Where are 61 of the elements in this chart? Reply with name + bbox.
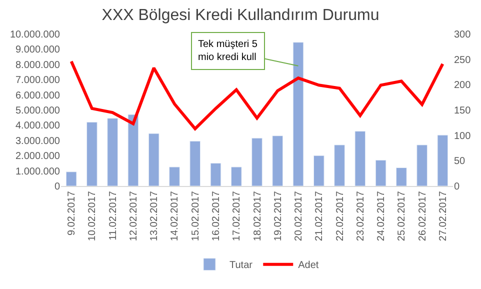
y-tick-label: 7.000.000 bbox=[16, 75, 60, 86]
bar bbox=[230, 166, 242, 186]
x-tick-label: 23.02.2017 bbox=[355, 190, 366, 242]
y-tick-label: 0 bbox=[54, 182, 60, 192]
x-tick-label: 22.02.2017 bbox=[334, 190, 346, 242]
bar bbox=[169, 166, 180, 186]
bar bbox=[292, 42, 304, 186]
y-tick-label: 2.000.000 bbox=[16, 151, 60, 162]
y-tick-label: 1.000.000 bbox=[16, 166, 60, 178]
bar bbox=[437, 134, 448, 186]
y2-tick-label: 0 bbox=[454, 182, 460, 192]
y2-tick-label: 50 bbox=[454, 156, 466, 168]
legend-label: Tutar bbox=[230, 260, 254, 272]
y-tick-label: 3.000.000 bbox=[16, 136, 60, 147]
y2-tick-label: 250 bbox=[454, 54, 472, 66]
x-tick-label: 13.02.2017 bbox=[149, 190, 160, 242]
x-tick-label: 15.02.2017 bbox=[190, 190, 202, 242]
x-tick-label: 21.02.2017 bbox=[314, 190, 326, 242]
y2-tick-label: 300 bbox=[454, 30, 472, 40]
y-tick-label: 8.000.000 bbox=[16, 60, 60, 71]
bar bbox=[272, 136, 284, 186]
x-tick-label: 9.02.2017 bbox=[66, 190, 78, 236]
bar bbox=[148, 133, 160, 186]
bar bbox=[66, 172, 77, 186]
bar bbox=[313, 155, 324, 186]
bar bbox=[416, 144, 428, 186]
x-tick-label: 20.02.2017 bbox=[294, 190, 305, 242]
bar bbox=[86, 122, 98, 186]
y2-tick-label: 200 bbox=[454, 80, 472, 92]
x-tick-label: 14.02.2017 bbox=[170, 190, 181, 242]
bar bbox=[252, 138, 262, 186]
y2-tick-label: 100 bbox=[454, 130, 472, 142]
bar bbox=[128, 114, 139, 186]
x-tick-label: 19.02.2017 bbox=[272, 190, 284, 242]
bar bbox=[107, 118, 118, 186]
x-tick-label: 16.02.2017 bbox=[210, 190, 222, 242]
x-tick-label: 24.02.2017 bbox=[376, 190, 388, 242]
bar bbox=[354, 131, 366, 186]
y-tick-label: 10.000.000 bbox=[10, 30, 60, 40]
y-tick-label: 5.000.000 bbox=[16, 106, 60, 116]
x-tick-label: 18.02.2017 bbox=[252, 190, 264, 242]
bar bbox=[396, 168, 407, 186]
bar bbox=[210, 162, 222, 186]
bar bbox=[375, 160, 386, 186]
x-tick-label: 12.02.2017 bbox=[128, 190, 140, 242]
x-tick-label: 27.02.2017 bbox=[438, 190, 449, 242]
x-tick-label: 26.02.2017 bbox=[417, 190, 428, 242]
x-tick-label: 10.02.2017 bbox=[87, 190, 98, 242]
x-tick-label: 17.02.2017 bbox=[232, 190, 243, 242]
chart-title: XXX Bölgesi Kredi Kullandırım Durumu bbox=[102, 6, 380, 24]
y-tick-label: 9.000.000 bbox=[16, 44, 60, 56]
y-tick-label: 6.000.000 bbox=[16, 90, 60, 102]
legend-label: Adet bbox=[298, 260, 319, 272]
y-tick-label: 4.000.000 bbox=[16, 120, 60, 132]
bar bbox=[190, 140, 201, 186]
y2-tick-label: 150 bbox=[454, 106, 472, 116]
bar bbox=[334, 144, 345, 186]
line-series bbox=[70, 60, 444, 130]
x-tick-label: 11.02.2017 bbox=[108, 190, 119, 240]
annotation: Tek müşteri 5 mio kredi kull bbox=[198, 39, 258, 63]
x-tick-label: 25.02.2017 bbox=[396, 190, 408, 242]
